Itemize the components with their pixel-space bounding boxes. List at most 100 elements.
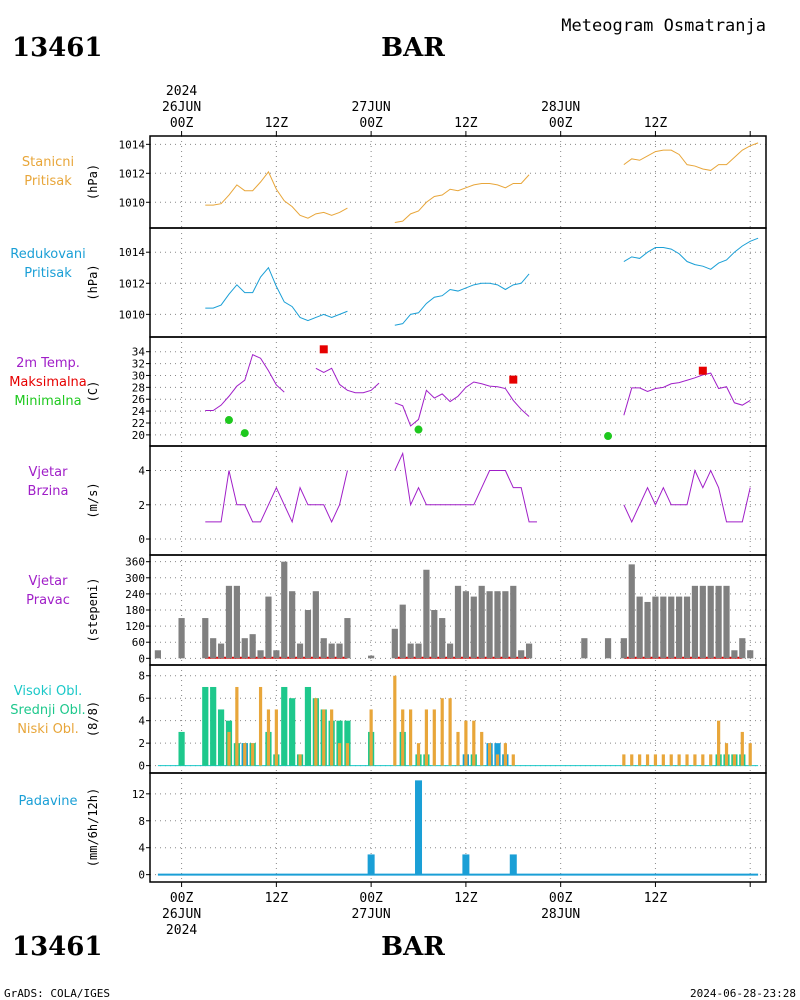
low-cloud-bar bbox=[685, 754, 689, 766]
wind-dir-bar bbox=[668, 596, 675, 659]
wind-dir-bar bbox=[676, 596, 683, 659]
low-cloud-bar bbox=[432, 709, 436, 766]
wind-dir-bar bbox=[510, 585, 517, 659]
station-name-bottom: BAR bbox=[381, 932, 445, 962]
y-tick-label: 24 bbox=[132, 405, 146, 418]
wind-dir-bar bbox=[699, 585, 706, 659]
wind-dir-bar bbox=[328, 643, 335, 659]
low-cloud-bar bbox=[630, 754, 634, 766]
y-axis-label: (stepeni) bbox=[86, 577, 100, 642]
wind-dir-bar bbox=[494, 591, 501, 659]
wind-dir-bar bbox=[273, 650, 280, 659]
y-tick-label: 20 bbox=[132, 429, 145, 442]
min-temp-marker bbox=[240, 429, 249, 438]
low-cloud-bar bbox=[638, 754, 642, 766]
y-tick-label: 60 bbox=[132, 636, 145, 649]
panel-label: Brzina bbox=[28, 484, 69, 499]
panel-label: Pritisak bbox=[24, 174, 72, 189]
wind-dir-bar bbox=[518, 650, 525, 659]
wind-dir-bar bbox=[391, 628, 398, 659]
reduced-pressure-line bbox=[623, 237, 759, 270]
low-cloud-bar bbox=[448, 698, 452, 766]
panel-frame bbox=[149, 336, 767, 447]
wind-dir-bar bbox=[407, 643, 414, 659]
low-cloud-bar bbox=[416, 743, 421, 766]
y-tick-label: 0 bbox=[138, 533, 145, 546]
low-cloud-bar bbox=[748, 743, 752, 766]
y-tick-label: 26 bbox=[132, 393, 145, 406]
station-id-bottom: 13461 bbox=[12, 932, 102, 962]
wind-dir-bar bbox=[241, 638, 248, 659]
low-cloud-bar bbox=[503, 743, 507, 766]
wind-dir-bar bbox=[439, 618, 446, 659]
wind-dir-bar bbox=[225, 585, 233, 659]
y-axis-label: (m/s) bbox=[86, 482, 100, 518]
footer-timestamp: 2024-06-28-23:28 bbox=[690, 987, 796, 1000]
top-time-label: 27JUN bbox=[352, 100, 391, 115]
low-cloud-bar bbox=[337, 743, 342, 766]
max-temp-marker bbox=[698, 366, 707, 375]
wind-dir-bar bbox=[281, 561, 288, 659]
low-cloud-bar bbox=[258, 686, 263, 766]
y-tick-label: 0 bbox=[138, 869, 145, 882]
wind-dir-bar bbox=[257, 650, 264, 659]
low-cloud-bar bbox=[227, 731, 231, 766]
wind-dir-bar bbox=[628, 564, 635, 659]
mid-cloud-bar bbox=[281, 686, 288, 766]
low-cloud-bar bbox=[740, 731, 744, 766]
bottom-time-label: 12Z bbox=[454, 891, 478, 906]
max-temp-marker bbox=[319, 345, 328, 354]
low-cloud-bar bbox=[669, 754, 673, 766]
low-cloud-bar bbox=[472, 720, 476, 766]
low-cloud-bar bbox=[345, 743, 350, 766]
wind-dir-bar bbox=[178, 618, 185, 659]
bottom-time-label: 28JUN bbox=[541, 907, 580, 922]
low-cloud-bar bbox=[456, 731, 460, 766]
top-time-label: 00Z bbox=[170, 116, 194, 131]
wind-dir-bar bbox=[415, 643, 422, 659]
low-cloud-bar bbox=[677, 754, 681, 766]
y-axis-label: (C) bbox=[86, 381, 100, 403]
wind-dir-bar bbox=[368, 655, 375, 659]
y-tick-label: 300 bbox=[125, 572, 145, 585]
wind-dir-bar bbox=[447, 643, 454, 659]
min-temp-marker bbox=[414, 425, 423, 434]
reduced-pressure-line bbox=[394, 273, 530, 326]
min-temp-marker bbox=[224, 416, 233, 425]
precip-bar bbox=[509, 854, 517, 875]
wind-dir-bar bbox=[652, 596, 659, 659]
wind-speed-line bbox=[394, 451, 537, 523]
low-cloud-bar bbox=[724, 743, 729, 766]
top-time-label: 12Z bbox=[454, 116, 478, 131]
wind-dir-bar bbox=[707, 585, 714, 659]
wind-dir-bar bbox=[233, 585, 240, 659]
wind-dir-bar bbox=[304, 610, 312, 659]
y-tick-label: 30 bbox=[132, 369, 145, 382]
y-tick-label: 360 bbox=[125, 556, 145, 569]
wind-dir-bar bbox=[202, 618, 209, 659]
wind-dir-bar bbox=[731, 650, 738, 659]
bottom-time-label: 12Z bbox=[644, 891, 668, 906]
panel-label: Vjetar bbox=[29, 574, 69, 589]
panel-frame bbox=[149, 445, 767, 556]
wind-dir-bar bbox=[525, 643, 533, 659]
temperature-line bbox=[623, 372, 751, 416]
panel-label: 2m Temp. bbox=[16, 356, 80, 371]
wind-dir-bar bbox=[581, 638, 588, 659]
wind-speed-line bbox=[205, 470, 348, 524]
panel-label: Padavine bbox=[19, 794, 78, 809]
wind-dir-bar bbox=[636, 596, 643, 659]
y-axis-label: (8/8) bbox=[86, 701, 100, 737]
y-axis-label: (hPa) bbox=[86, 264, 100, 300]
y-tick-label: 1012 bbox=[119, 277, 146, 290]
wind-dir-bar bbox=[320, 638, 327, 659]
low-cloud-bar bbox=[322, 709, 326, 766]
y-tick-label: 8 bbox=[138, 815, 145, 828]
bottom-time-label: 00Z bbox=[170, 891, 194, 906]
station-pressure-line bbox=[205, 170, 348, 219]
top-time-label: 12Z bbox=[644, 116, 668, 131]
y-tick-label: 2 bbox=[138, 737, 145, 750]
panel-frame bbox=[149, 772, 767, 883]
wind-dir-bar bbox=[723, 585, 730, 659]
wind-dir-bar bbox=[154, 650, 161, 659]
